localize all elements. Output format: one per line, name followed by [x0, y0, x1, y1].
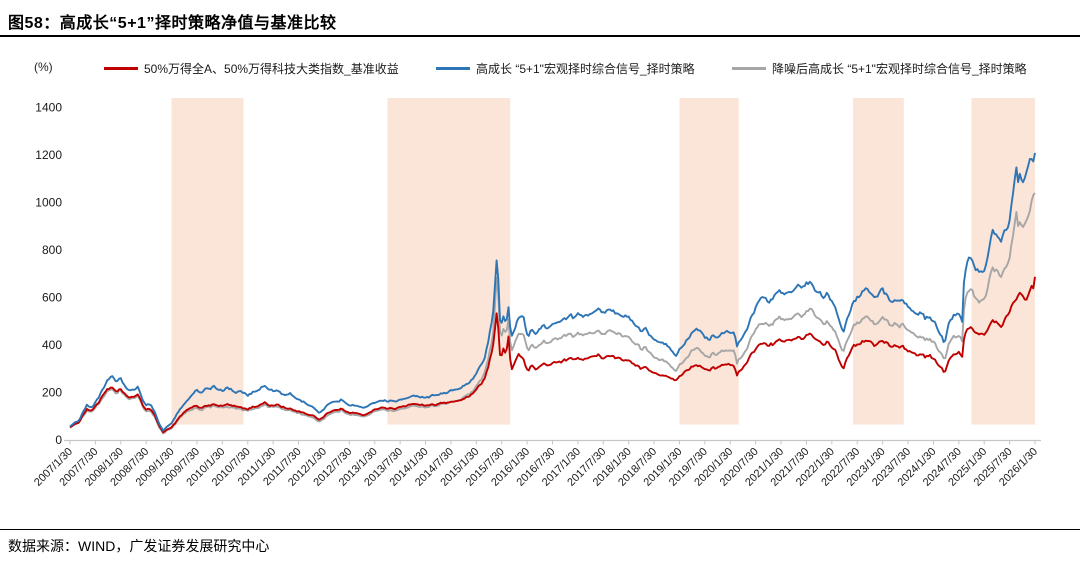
legend-label-strategy: 高成长 “5+1"宏观择时综合信号_择时策略: [476, 61, 695, 76]
data-source-text: 数据来源：WIND，广发证券发展研究中心: [8, 538, 270, 554]
legend-item-denoised-strategy: 降噪后高成长 “5+1"宏观择时综合信号_择时策略: [732, 59, 1027, 77]
legend-label-benchmark: 50%万得全A、50%万得科技大类指数_基准收益: [144, 61, 399, 76]
svg-text:200: 200: [42, 386, 62, 400]
svg-text:1400: 1400: [35, 101, 62, 115]
svg-text:0: 0: [55, 433, 62, 447]
svg-text:800: 800: [42, 243, 62, 257]
legend-line-red-icon: [104, 66, 138, 70]
legend-item-strategy: 高成长 “5+1"宏观择时综合信号_择时策略: [436, 59, 695, 77]
legend-item-benchmark: 50%万得全A、50%万得科技大类指数_基准收益: [104, 59, 399, 77]
figure-footer: 数据来源：WIND，广发证券发展研究中心: [0, 529, 1080, 556]
legend-label-denoised-strategy: 降噪后高成长 “5+1"宏观择时综合信号_择时策略: [772, 61, 1027, 76]
figure-title: 图58：高成长“5+1”择时策略净值与基准比较: [8, 15, 337, 32]
chart-legend: 50%万得全A、50%万得科技大类指数_基准收益 高成长 “5+1"宏观择时综合…: [0, 59, 1080, 77]
svg-text:600: 600: [42, 291, 62, 305]
svg-text:1200: 1200: [35, 148, 62, 162]
figure-header: 图58：高成长“5+1”择时策略净值与基准比较: [0, 0, 1080, 37]
legend-line-gray-icon: [732, 66, 766, 70]
y-axis-unit-label: (%): [34, 60, 53, 74]
svg-text:400: 400: [42, 338, 62, 352]
legend-line-blue-icon: [436, 66, 470, 70]
svg-text:1000: 1000: [35, 196, 62, 210]
